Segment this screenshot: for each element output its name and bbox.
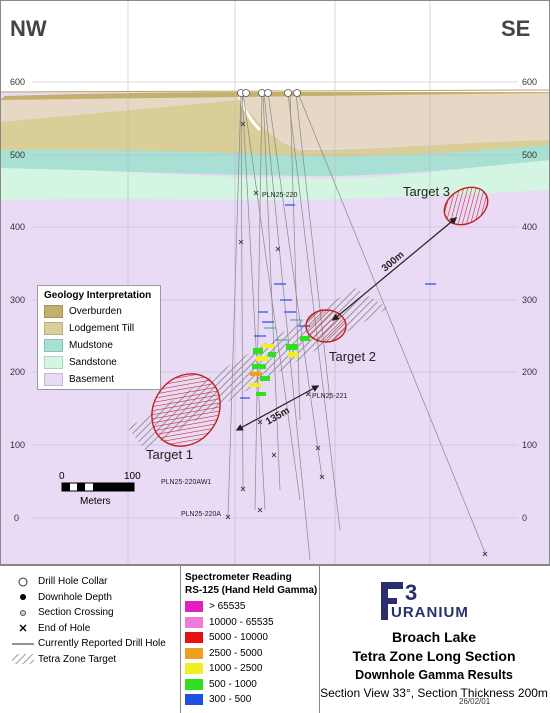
elev-right-0: 0	[522, 513, 527, 523]
overburden-swatch	[44, 305, 63, 318]
elev-right-300: 300	[522, 295, 537, 305]
hole-labels: PLN25-220 PLN25-221 PLN25-220AW1 PLN25-2…	[161, 192, 348, 518]
collars	[237, 89, 301, 97]
hole-label-pln25-221: PLN25-221	[312, 393, 348, 400]
hole-label-pln25-220aw1: PLN25-220AW1	[161, 479, 211, 486]
distance-arrow-300	[331, 217, 458, 321]
symbol-item-end-of-hole: End of Hole	[12, 621, 177, 637]
geology-item-overburden: Overburden	[38, 303, 160, 320]
logo-word: URANIUM	[391, 604, 469, 621]
geology-item-basement: Basement	[38, 371, 160, 388]
mudstone-swatch	[44, 339, 63, 352]
filled-dot-icon	[20, 594, 26, 601]
small-circle-icon	[20, 609, 26, 616]
spec-item-2500: 2500 - 5000	[181, 646, 319, 662]
symbol-legend: Drill Hole Collar Downhole Depth Section…	[12, 574, 177, 667]
target1-ellipse	[151, 373, 221, 447]
geology-legend: Geology Interpretation Overburden Lodgem…	[37, 285, 161, 390]
elev-left-600: 600	[10, 77, 25, 87]
elev-left-0: 0	[14, 513, 19, 523]
spectrometer-subtitle: RS-125 (Hand Held Gamma)	[185, 585, 318, 596]
legend-panel: Drill Hole Collar Downhole Depth Section…	[0, 565, 550, 713]
sandstone-layer	[0, 160, 550, 200]
long-section-map: 600 500 400 300 200 100 0 600 500 400 30…	[0, 0, 550, 565]
line-icon	[12, 643, 34, 645]
title-tetra-zone: Tetra Zone Long Section	[352, 648, 516, 664]
scale-max: 100	[124, 471, 141, 482]
symbol-item-section-crossing: Section Crossing	[12, 605, 177, 621]
elev-left-100: 100	[10, 440, 25, 450]
symbol-item-tetra-zone: Tetra Zone Target	[12, 652, 177, 668]
x-mark-icon	[19, 624, 27, 632]
geology-item-mudstone: Mudstone	[38, 337, 160, 354]
spec-item-500: 500 - 1000	[181, 677, 319, 693]
basement-swatch	[44, 373, 63, 386]
geology-item-lodgement-till: Lodgement Till	[38, 320, 160, 337]
elevation-labels-right: 600 500 400 300 200 100 0	[522, 77, 537, 523]
spec-item-65535-plus: > 65535	[181, 599, 319, 615]
elev-left-300: 300	[10, 295, 25, 305]
elev-right-600: 600	[522, 77, 537, 87]
hole-label-pln25-220: PLN25-220	[262, 192, 298, 199]
sandstone-swatch	[44, 356, 63, 369]
section-svg: 600 500 400 300 200 100 0 600 500 400 30…	[0, 0, 550, 565]
hole-label-pln25-220a: PLN25-220A	[181, 511, 221, 518]
elev-left-400: 400	[10, 222, 25, 232]
subtitle-gamma: Downhole Gamma Results	[355, 668, 513, 682]
distance-arrow-135	[235, 385, 320, 431]
title-broach-lake: Broach Lake	[391, 629, 477, 645]
mudstone-layer	[0, 145, 550, 176]
scale-unit: Meters	[80, 496, 111, 507]
spec-item-1000: 1000 - 2500	[181, 661, 319, 677]
elev-left-500: 500	[10, 150, 25, 160]
section-info: Section View 33°, Section Thickness 200m	[320, 686, 548, 700]
spec-item-10000: 10000 - 65535	[181, 615, 319, 631]
elev-right-200: 200	[522, 367, 537, 377]
f3-logo: 3 URANIUM	[379, 580, 489, 624]
target3-label: Target 3	[403, 184, 450, 199]
spectrometer-legend: Spectrometer Reading RS-125 (Hand Held G…	[180, 566, 490, 713]
scale-bar: 0 100 Meters	[59, 471, 141, 507]
elevation-labels-left: 600 500 400 300 200 100 0	[10, 77, 25, 523]
svg-text:3: 3	[405, 580, 417, 605]
title-block: 3 URANIUM Broach Lake Tetra Zone Long Se…	[318, 566, 550, 713]
f3-uranium-logo-icon: 3	[381, 580, 417, 620]
elev-right-400: 400	[522, 222, 537, 232]
scale-min: 0	[59, 471, 65, 482]
spectrometer-title: Spectrometer Reading	[185, 572, 292, 583]
target1-label: Target 1	[146, 447, 193, 462]
elev-left-200: 200	[10, 367, 25, 377]
direction-se: SE	[501, 16, 531, 41]
elev-right-500: 500	[522, 150, 537, 160]
spec-item-300: 300 - 500	[181, 692, 319, 708]
map-date: 26/02/01	[459, 697, 491, 706]
symbol-item-drill-hole: Currently Reported Drill Hole	[12, 636, 177, 652]
lodgement-till-layer	[0, 90, 550, 149]
geology-legend-title: Geology Interpretation	[44, 290, 152, 301]
elev-right-100: 100	[522, 440, 537, 450]
direction-nw: NW	[10, 16, 47, 41]
target2-label: Target 2	[329, 349, 376, 364]
geology-item-sandstone: Sandstone	[38, 354, 160, 371]
spec-item-5000: 5000 - 10000	[181, 630, 319, 646]
till-layer-lower	[0, 100, 550, 157]
hatch-icon	[12, 654, 34, 665]
overburden-layer	[0, 90, 550, 100]
sky-area	[0, 0, 550, 92]
symbol-item-downhole-depth: Downhole Depth	[12, 590, 177, 606]
symbol-item-collar: Drill Hole Collar	[12, 574, 177, 590]
lodgement-till-swatch	[44, 322, 63, 335]
hollow-circle-icon	[18, 577, 28, 587]
